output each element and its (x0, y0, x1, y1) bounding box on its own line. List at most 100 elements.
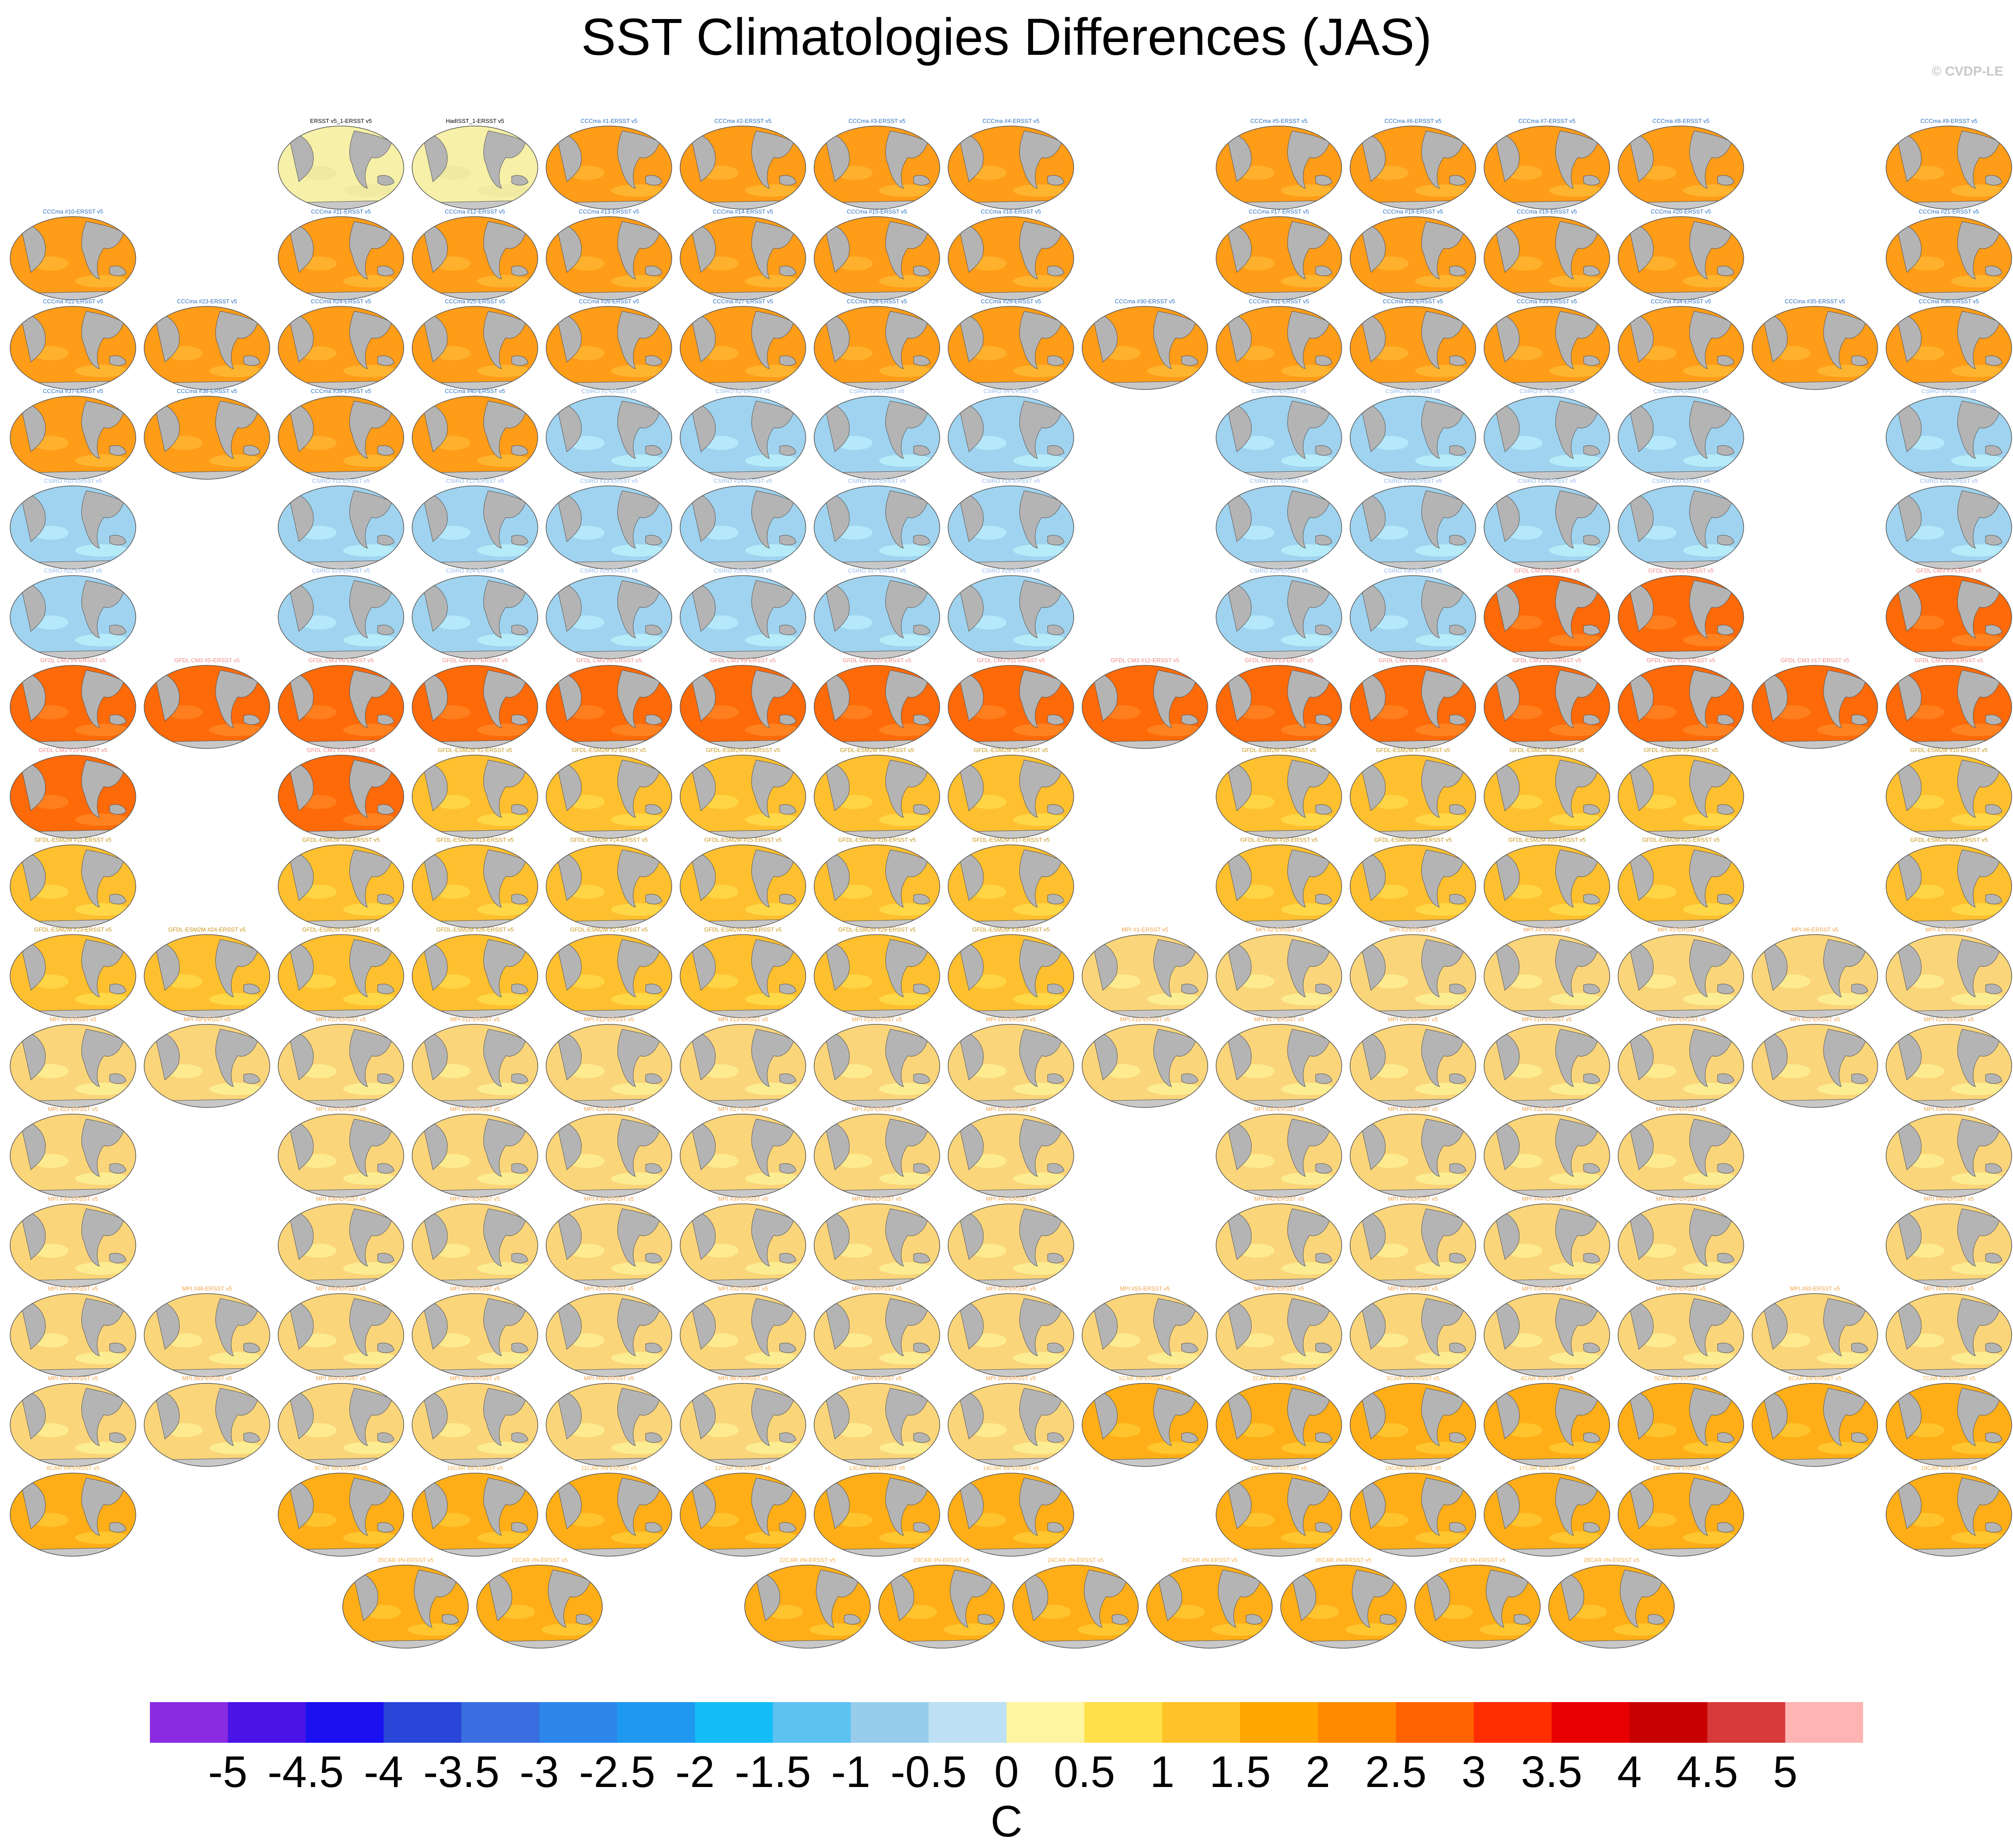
panel-title: GFDL CM3 #4-ERSST v5 (40, 657, 106, 664)
panel-title: MPI #66-ERSST v5 (584, 1375, 634, 1382)
map-panel: MPI #53-ERSST v5 (813, 1285, 941, 1386)
sst-map (1886, 844, 2012, 928)
map-panel: 13CAR #N-ERSST v5 (813, 1464, 941, 1566)
sst-map (1618, 575, 1744, 659)
panel-title: MPI #47-ERSST v5 (48, 1285, 98, 1292)
colorbar-segment (461, 1702, 540, 1743)
map-panel: CSIRO #5-ERSST v5 (1215, 387, 1343, 489)
sst-map (814, 485, 940, 569)
panel-title: CCCma #36-ERSST v5 (1918, 298, 1979, 305)
map-panel: CCCma #13-ERSST v5 (545, 208, 673, 309)
credit-label: © CVDP-LE (1931, 64, 2003, 79)
panel-title: GFDL CM3 #17-ERSST v5 (1780, 657, 1849, 664)
map-panel: GFDL-ESM2M #29-ERSST v5 (813, 926, 941, 1027)
map-panel: MPI #44-ERSST v5 (1483, 1195, 1611, 1297)
map-panel: MPI #23-ERSST v5 (9, 1105, 137, 1207)
sst-map (814, 1383, 940, 1467)
colorbar-tick-label: -2.5 (579, 1747, 655, 1797)
sst-map (1082, 1293, 1208, 1377)
colorbar-tick-label: 3.5 (1521, 1747, 1583, 1797)
panel-title: MPI #19-ERSST v5 (1522, 1016, 1572, 1023)
map-panel: MPI #6-ERSST v5 (1751, 926, 1879, 1027)
sst-map (948, 755, 1074, 839)
sst-map (1886, 1024, 2012, 1108)
map-panel: CCCma #12-ERSST v5 (411, 208, 539, 309)
panel-title: GFDL-ESM2M #7-ERSST v5 (1375, 747, 1450, 753)
sst-map (546, 1203, 672, 1287)
sst-map (948, 126, 1074, 210)
panel-title: MPI #25-ERSST v5 (450, 1106, 500, 1112)
map-panel: CSIRO #21-ERSST v5 (1885, 477, 2013, 579)
map-panel: CCCma #36-ERSST v5 (1885, 298, 2013, 399)
panel-title: 10CAR #N-ERSST v5 (447, 1465, 503, 1471)
map-panel: 22CAR #N-ERSST v5 (743, 1556, 872, 1658)
panel-title: MPI #28-ERSST v5 (852, 1106, 902, 1112)
sst-map (1216, 1024, 1342, 1108)
map-panel: MPI #50-ERSST v5 (411, 1285, 539, 1386)
panel-title: MPI #35-ERSST v5 (48, 1195, 98, 1202)
map-panel: MPI #27-ERSST v5 (679, 1105, 807, 1207)
sst-map (1350, 306, 1476, 390)
map-panel: CCCma #7-ERSST v5 (1483, 117, 1611, 219)
sst-map (1216, 665, 1342, 749)
panel-title: GFDL-ESM2M #3-ERSST v5 (705, 747, 781, 753)
sst-map (1484, 485, 1610, 569)
panel-title: 5CAR #N-ERSST v5 (1654, 1375, 1707, 1382)
map-panel: CSIRO #9-ERSST v5 (1885, 387, 2013, 489)
sst-map (278, 844, 404, 928)
map-panel: MPI #47-ERSST v5 (9, 1285, 137, 1386)
sst-map (546, 485, 672, 569)
panel-title: CSIRO #25-ERSST v5 (580, 567, 638, 574)
sst-map (1350, 665, 1476, 749)
map-panel: MPI #46-ERSST v5 (1885, 1195, 2013, 1297)
map-panel: GFDL CM3 #11-ERSST v5 (947, 657, 1075, 758)
sst-map (1350, 1024, 1476, 1108)
panel-title: MPI #51-ERSST v5 (584, 1285, 634, 1292)
panel-title: GFDL-ESM2M #8-ERSST v5 (1509, 747, 1584, 753)
map-panel: 18CAR #N-ERSST v5 (1617, 1464, 1745, 1566)
map-panel: GFDL-ESM2M #13-ERSST v5 (411, 836, 539, 938)
map-panel: CCCma #18-ERSST v5 (1349, 208, 1477, 309)
panel-title: MPI #23-ERSST v5 (48, 1106, 98, 1112)
panel-title: GFDL-ESM2M #28-ERSST v5 (704, 926, 782, 933)
sst-map (10, 1203, 136, 1287)
sst-map (412, 755, 538, 839)
sst-map (1752, 665, 1878, 749)
map-panel: MPI #54-ERSST v5 (947, 1285, 1075, 1386)
map-panel: CSIRO #6-ERSST v5 (1349, 387, 1477, 489)
panel-title: GFDL-ESM2M #21-ERSST v5 (1642, 836, 1720, 843)
sst-map (948, 575, 1074, 659)
map-panel: CSIRO #29-ERSST v5 (1215, 567, 1343, 668)
panel-title: 25CAR #N-ERSST v5 (1181, 1557, 1238, 1563)
map-panel: GFDL-ESM2M #15-ERSST v5 (679, 836, 807, 938)
map-panel: GFDL-ESM2M #28-ERSST v5 (679, 926, 807, 1027)
map-panel: CCCma #20-ERSST v5 (1617, 208, 1745, 309)
sst-map (948, 1293, 1074, 1377)
panel-title: CSIRO #27-ERSST v5 (848, 567, 906, 574)
map-panel: CCCma #27-ERSST v5 (679, 298, 807, 399)
sst-map (1216, 1383, 1342, 1467)
sst-map (10, 306, 136, 390)
panel-title: CCCma #22-ERSST v5 (42, 298, 103, 305)
map-panel: CCCma #11-ERSST v5 (277, 208, 405, 309)
map-panel: CSIRO #1-ERSST v5 (545, 387, 673, 489)
map-panel: 28CAR #N-ERSST v5 (1547, 1556, 1676, 1658)
panel-title: MPI #3-ERSST v5 (1389, 926, 1436, 933)
map-panel: MPI #2-ERSST v5 (1215, 926, 1343, 1027)
map-panel: 12CAR #N-ERSST v5 (679, 1464, 807, 1566)
sst-map (948, 1114, 1074, 1198)
map-panel: CSIRO #15-ERSST v5 (813, 477, 941, 579)
panel-title: CSIRO #17-ERSST v5 (1250, 477, 1308, 484)
map-panel: MPI #48-ERSST v5 (143, 1285, 271, 1386)
colorbar (150, 1702, 1863, 1743)
sst-map (412, 1293, 538, 1377)
map-panel: CSIRO #26-ERSST v5 (679, 567, 807, 668)
panel-title: CCCma #9-ERSST v5 (1920, 118, 1978, 124)
panel-title: CCCma #12-ERSST v5 (444, 208, 505, 215)
map-panel: GFDL-ESM2M #26-ERSST v5 (411, 926, 539, 1027)
panel-title: CSIRO #23-ERSST v5 (312, 567, 370, 574)
panel-title: MPI #5-ERSST v5 (1657, 926, 1704, 933)
panel-title: CCCma #38-ERSST v5 (176, 388, 237, 394)
sst-map (278, 575, 404, 659)
map-panel: 14CAR #N-ERSST v5 (947, 1464, 1075, 1566)
